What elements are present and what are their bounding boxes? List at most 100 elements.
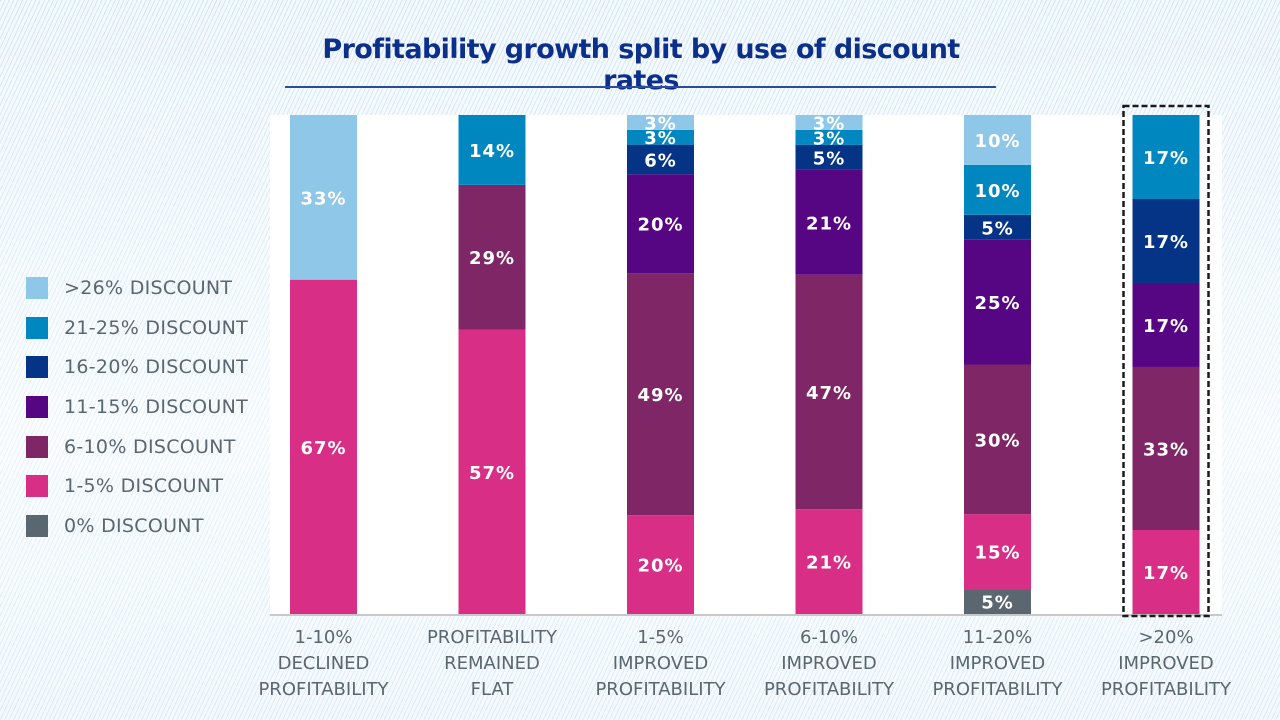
bar-segment bbox=[795, 509, 863, 614]
data-label: 25% bbox=[974, 293, 1020, 314]
legend-swatch bbox=[26, 276, 48, 299]
data-label: 20% bbox=[637, 215, 683, 236]
legend-item: 21-25% DISCOUNT bbox=[26, 308, 248, 348]
data-label: 67% bbox=[300, 438, 346, 459]
legend-label: 1-5% DISCOUNT bbox=[64, 475, 224, 498]
data-label: 3% bbox=[644, 128, 677, 149]
data-label: 14% bbox=[469, 141, 515, 162]
bar-segment bbox=[964, 214, 1031, 240]
category-label: FLAT bbox=[471, 679, 515, 700]
category-label: >20% bbox=[1138, 627, 1193, 648]
bar-segment bbox=[1132, 366, 1200, 531]
bar-segment bbox=[964, 364, 1031, 515]
legend-swatch bbox=[26, 514, 48, 537]
bar-segment bbox=[964, 589, 1031, 614]
legend-swatch bbox=[26, 395, 48, 418]
bar-segment bbox=[627, 129, 694, 145]
data-label: 10% bbox=[974, 131, 1020, 152]
bar-segment bbox=[627, 174, 694, 274]
category-label: 1-5% bbox=[637, 627, 684, 648]
bar-segment bbox=[795, 274, 863, 510]
title-underline bbox=[285, 86, 996, 88]
data-label: 47% bbox=[806, 383, 852, 404]
data-label: 3% bbox=[813, 113, 846, 134]
plot-area bbox=[270, 115, 1222, 615]
legend: >26% DISCOUNT 21-25% DISCOUNT 16-20% DISCO… bbox=[26, 268, 248, 546]
legend-label: 11-15% DISCOUNT bbox=[64, 395, 249, 418]
category-label: PROFITABILITY bbox=[1101, 679, 1232, 700]
chart-title: Profitability growth split by use of dis… bbox=[322, 34, 960, 96]
bar-segment bbox=[290, 279, 357, 614]
bar-segment bbox=[1132, 282, 1200, 367]
data-label: 49% bbox=[637, 385, 683, 406]
legend-label: 21-25% DISCOUNT bbox=[64, 316, 249, 339]
data-label: 15% bbox=[974, 543, 1020, 564]
legend-item: 1-5% DISCOUNT bbox=[26, 466, 248, 506]
legend-item: 16-20% DISCOUNT bbox=[26, 347, 248, 387]
legend-label: 16-20% DISCOUNT bbox=[64, 356, 249, 379]
data-label: 17% bbox=[1143, 316, 1189, 337]
data-label: 29% bbox=[469, 248, 515, 269]
legend-swatch bbox=[26, 435, 48, 458]
data-label: 33% bbox=[300, 188, 346, 209]
bar-segment bbox=[795, 115, 863, 130]
bar-segment bbox=[627, 515, 694, 614]
bar-segment bbox=[627, 115, 694, 130]
bar-segment bbox=[1132, 198, 1200, 283]
data-label: 10% bbox=[974, 181, 1020, 202]
bar-segment bbox=[458, 115, 526, 185]
legend-item: 11-15% DISCOUNT bbox=[26, 387, 248, 427]
category-label: IMPROVED bbox=[613, 653, 709, 674]
bar-segment bbox=[795, 169, 863, 275]
data-label: 17% bbox=[1143, 232, 1189, 253]
legend-item: 6-10% DISCOUNT bbox=[26, 427, 248, 467]
bar-segment bbox=[795, 129, 863, 145]
data-label: 21% bbox=[806, 213, 852, 234]
legend-swatch bbox=[26, 475, 48, 498]
bar-segment bbox=[964, 164, 1031, 215]
data-label: 6% bbox=[644, 150, 677, 171]
data-label: 20% bbox=[637, 556, 683, 577]
bar-segment bbox=[964, 239, 1031, 365]
category-label: PROFITABILITY bbox=[932, 679, 1063, 700]
category-label: IMPROVED bbox=[950, 653, 1046, 674]
legend-label: 0% DISCOUNT bbox=[64, 514, 204, 537]
data-label: 3% bbox=[644, 113, 677, 134]
bar-segment bbox=[458, 329, 526, 614]
bar-segment bbox=[795, 144, 863, 170]
legend-label: 6-10% DISCOUNT bbox=[64, 435, 236, 458]
legend-swatch bbox=[26, 356, 48, 379]
data-label: 17% bbox=[1143, 148, 1189, 169]
bar-segment bbox=[1132, 530, 1200, 614]
legend-swatch bbox=[26, 316, 48, 339]
bar-segment bbox=[458, 184, 526, 330]
category-label: IMPROVED bbox=[1118, 653, 1214, 674]
bar-segment bbox=[627, 273, 694, 516]
bar-segment bbox=[290, 115, 357, 280]
legend-item: >26% DISCOUNT bbox=[26, 268, 248, 308]
category-label: PROFITABILITY bbox=[595, 679, 726, 700]
category-label: 11-20% bbox=[963, 627, 1032, 648]
data-label: 17% bbox=[1143, 563, 1189, 584]
legend-item: 0% DISCOUNT bbox=[26, 506, 248, 546]
category-label: PROFITABILITY bbox=[258, 679, 389, 700]
data-label: 30% bbox=[974, 430, 1020, 451]
bar-segment bbox=[964, 115, 1031, 165]
data-label: 3% bbox=[813, 128, 846, 149]
bar-segment bbox=[627, 144, 694, 175]
category-label: 6-10% bbox=[800, 627, 858, 648]
legend-label: >26% DISCOUNT bbox=[64, 276, 233, 299]
data-label: 5% bbox=[813, 148, 846, 169]
data-label: 21% bbox=[806, 553, 852, 574]
bar-segment bbox=[964, 514, 1031, 590]
category-label: REMAINED bbox=[444, 653, 540, 674]
bar-segment bbox=[1132, 115, 1200, 199]
category-label: IMPROVED bbox=[781, 653, 877, 674]
category-label: PROFITABILITY bbox=[764, 679, 895, 700]
data-label: 5% bbox=[981, 593, 1014, 614]
data-label: 57% bbox=[469, 463, 515, 484]
category-label: 1-10% bbox=[295, 627, 353, 648]
category-label: DECLINED bbox=[278, 653, 370, 674]
data-label: 33% bbox=[1143, 439, 1189, 460]
